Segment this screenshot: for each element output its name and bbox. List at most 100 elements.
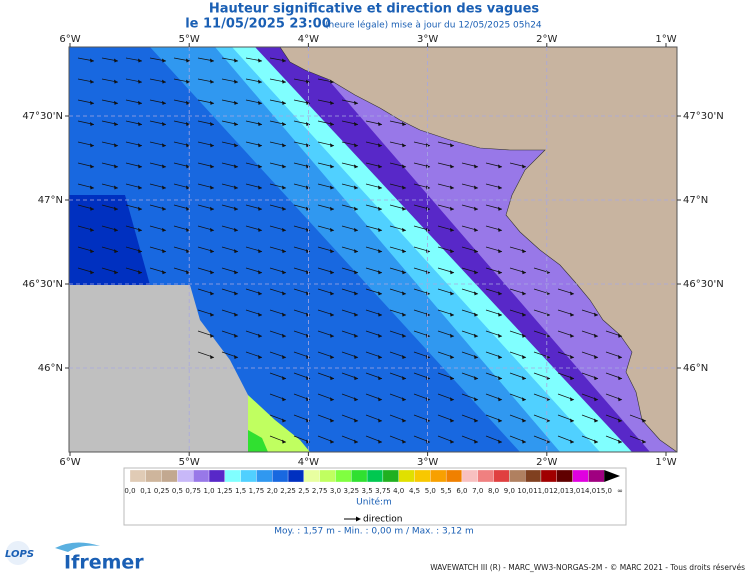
wave-arrow-head [498,418,502,423]
wave-arrow-head [354,249,358,254]
wave-arrow-head [618,376,622,381]
wave-arrow-head [354,270,358,275]
legend-label: 14,0 [581,487,597,495]
title: Hauteur significative et direction des v… [209,2,540,17]
legend-swatch [272,469,289,483]
wave-arrow-head [402,185,406,190]
wave-arrow-head [234,312,238,317]
wave-arrow-head [450,249,454,254]
wave-arrow-head [162,227,166,232]
legend-swatch [430,469,447,483]
wave-arrow-head [402,164,406,169]
wave-arrow-head [402,249,406,254]
wave-arrow-head [90,206,94,211]
date: le 11/05/2025 23:00 [185,17,331,32]
wave-arrow-head [162,122,166,127]
wave-arrow-head [210,312,214,317]
wave-arrow-head [138,122,142,127]
wave-arrow-head [282,227,286,232]
wave-arrow-head [354,185,358,190]
wave-arrow-head [378,439,382,444]
wave-arrow-head [450,418,454,423]
wave-arrow-head [570,333,574,338]
wave-arrow-head [258,100,262,105]
wave-arrow-head [378,270,382,275]
wave-arrow-head [474,270,478,275]
wave-arrow-head [138,164,142,169]
legend-label: 15,0 [596,487,612,495]
legend-swatch [193,469,210,483]
ifremer-logo [55,542,100,552]
wave-arrow-head [210,249,214,254]
wave-arrow-head [282,58,286,63]
wave-arrow-head [234,249,238,254]
lat-label-right: 47°N [683,195,708,206]
wave-arrow-head [330,291,334,296]
wave-arrow-head [234,291,238,296]
wave-arrow-head [186,164,190,169]
lon-label-bottom: 1°W [655,457,676,468]
wave-arrow-head [330,418,334,423]
wave-arrow-head [378,122,382,127]
wave-arrow-head [378,227,382,232]
wave-arrow-head [498,291,502,296]
wave-arrow-head [354,227,358,232]
wave-arrow-head [402,439,406,444]
lat-label-left: 47°30'N [22,111,63,122]
wave-arrow-head [90,122,94,127]
wave-arrow-head [330,249,334,254]
legend-swatch [287,469,305,483]
wave-arrow-head [378,291,382,296]
wave-arrow-head [618,354,622,359]
wave-arrow-head [378,312,382,317]
legend-swatch [588,469,605,483]
wave-arrow-head [498,376,502,381]
wave-arrow-head [234,354,238,359]
legend-label: 0,0 [124,487,135,495]
wave-arrow-head [90,79,94,84]
lon-label-top: 5°W [179,34,200,45]
wave-arrow-head [90,227,94,232]
wave-arrow-head [138,100,142,105]
lon-label-bottom: 5°W [179,457,200,468]
legend-label: 1,5 [235,487,246,495]
wave-arrow-head [330,100,334,105]
legend-label: 9,0 [504,487,515,495]
wave-arrow-head [114,227,118,232]
wave-arrow-head [498,185,502,190]
wave-arrow-head [114,249,118,254]
wave-arrow-head [258,58,262,63]
wave-arrow-head [258,333,262,338]
wave-arrow-head [90,270,94,275]
wave-arrow-head [138,270,142,275]
wave-arrow-head [258,312,262,317]
legend-label: 0,5 [172,487,183,495]
wave-arrow-head [162,185,166,190]
lon-label-top: 1°W [655,34,676,45]
wave-arrow-head [210,143,214,148]
wave-arrow-head [354,122,358,127]
legend-label: 2,75 [312,487,328,495]
land [279,47,677,452]
legend-label: 4,0 [393,487,404,495]
wave-arrow-head [354,354,358,359]
wave-arrow-head [378,354,382,359]
wave-arrow-head [378,143,382,148]
wave-arrow-head [330,439,334,444]
wave-arrow-head [474,439,478,444]
legend-label: 0,25 [154,487,170,495]
wave-arrow-head [210,227,214,232]
wave-arrow-head [402,227,406,232]
wave-arrow-head [330,79,334,84]
wave-arrow-head [450,270,454,275]
legend-swatch [208,469,225,483]
wave-arrow-head [522,439,526,444]
legend-swatch [303,469,320,483]
sea-band [248,430,268,452]
legend-swatch [319,469,336,483]
wave-arrow-head [474,206,478,211]
wave-arrow-head [474,291,478,296]
wave-arrow-head [474,312,478,317]
wave-arrow-head [378,333,382,338]
legend-label: 3,5 [362,487,373,495]
